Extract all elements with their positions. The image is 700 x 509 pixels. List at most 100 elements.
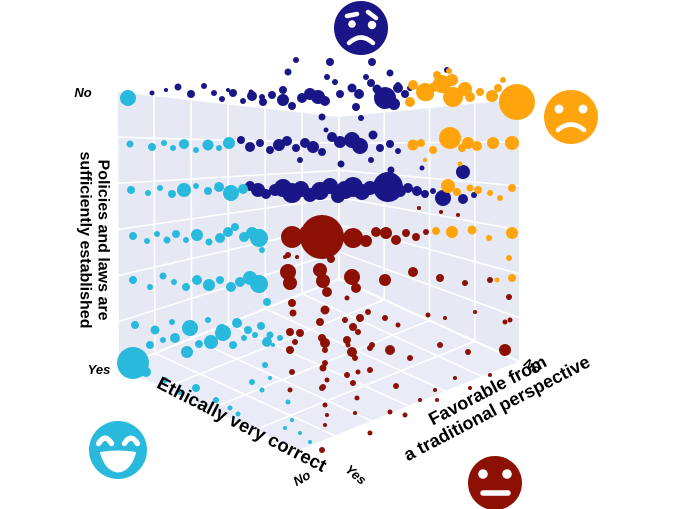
bubble-navy <box>318 113 326 121</box>
bubble-cyan <box>216 145 222 151</box>
bubble-navy <box>282 136 292 146</box>
bubble-cyan <box>170 145 176 151</box>
bubble-red <box>344 269 360 285</box>
bubble-cyan <box>170 333 180 343</box>
bubble-navy <box>240 98 246 104</box>
bubble-orange <box>497 195 503 201</box>
bubble-orange <box>486 235 492 241</box>
bubble-navy <box>211 90 217 96</box>
bubble-cyan <box>204 187 212 195</box>
bubble-cyan <box>145 190 151 196</box>
worried-face-icon <box>334 1 388 55</box>
bubble-red <box>342 317 348 323</box>
bubble-cyan <box>257 322 265 330</box>
bubble-orange <box>457 161 463 167</box>
bubble-cyan <box>191 229 203 241</box>
bubble-navy <box>324 74 330 80</box>
bubble-red <box>393 383 399 389</box>
bubble-red <box>322 360 328 366</box>
bubble-cyan <box>204 335 218 349</box>
bubble-red <box>319 385 325 391</box>
bubble-cyan <box>159 272 167 280</box>
tick-x-no: No <box>290 467 313 489</box>
bubble-cyan <box>227 405 233 411</box>
bubble-red <box>402 229 410 237</box>
bubble-cyan <box>146 341 154 349</box>
bubble-orange <box>405 97 415 107</box>
bubble-orange <box>466 184 474 192</box>
bubble-navy <box>279 86 287 94</box>
z-axis-label: Policies and laws aresufficiently establ… <box>76 152 111 329</box>
bubble-navy <box>320 96 330 106</box>
bubble-cyan <box>241 335 247 341</box>
bubble-orange <box>429 146 437 154</box>
bubble-red <box>356 314 364 322</box>
bubble-cyan <box>172 230 180 238</box>
bubble-cyan <box>141 367 151 377</box>
bubble-red <box>354 395 360 401</box>
bubble-navy <box>368 58 376 66</box>
tick-y-yes: Yes <box>342 462 369 488</box>
floor-gridline-v <box>253 340 476 431</box>
bubble-navy <box>237 136 245 144</box>
bubble-orange <box>423 158 427 162</box>
bubble-orange <box>458 82 472 96</box>
left-wall-gridline-h <box>117 196 340 231</box>
bubble-red <box>295 255 299 259</box>
bubble-navy <box>219 96 225 102</box>
bubble-red <box>453 376 457 380</box>
bubble-red <box>382 315 388 321</box>
bubble-cyan <box>195 340 203 348</box>
bubble-navy <box>288 102 296 110</box>
bubble-navy <box>293 57 299 63</box>
bubble-navy <box>367 79 375 87</box>
bubble-red <box>320 338 330 348</box>
right-wall-gridline-h <box>338 251 521 319</box>
bubble-cyan <box>193 183 199 189</box>
right-wall-gridline-h <box>338 196 521 231</box>
bubble-navy <box>419 165 425 171</box>
bubble-navy <box>326 58 334 66</box>
bubble-red <box>289 309 297 317</box>
bubble-navy <box>337 160 345 168</box>
bubble-red <box>395 322 401 328</box>
bubble-navy <box>297 157 303 163</box>
bubble-red <box>322 287 332 297</box>
bubble-cyan <box>213 397 219 403</box>
bubble-navy <box>435 190 451 206</box>
bubble-cyan <box>203 279 215 291</box>
bubble-cyan <box>263 298 271 306</box>
bubble-cyan <box>308 440 312 444</box>
bubble-navy <box>458 194 468 204</box>
bubble-orange <box>499 84 535 120</box>
sad-face-icon <box>544 90 598 144</box>
bubble-navy <box>247 91 257 101</box>
bubble-cyan <box>277 335 283 341</box>
bubble-navy <box>368 130 378 140</box>
bubble-red <box>286 328 294 336</box>
bubble-cyan <box>177 183 191 197</box>
floor-gridline-v <box>208 319 430 411</box>
bubble-red <box>322 402 328 408</box>
bubble-orange <box>508 184 516 192</box>
bubble-red <box>327 255 335 263</box>
bubble-orange <box>446 226 458 238</box>
bubble-cyan <box>131 321 139 329</box>
bubble-orange <box>441 179 455 193</box>
bubble-navy <box>412 186 422 196</box>
bubble-red <box>289 369 295 375</box>
bubble-red <box>412 233 420 241</box>
bubble-cyan <box>268 376 272 380</box>
bubble-orange <box>494 277 500 283</box>
bubble-orange <box>487 190 493 196</box>
bubble-cyan <box>117 347 149 379</box>
bubble-red <box>323 423 327 427</box>
bubble-cyan <box>226 282 236 292</box>
bubble-cyan <box>182 320 198 336</box>
bubble-cyan <box>229 341 237 349</box>
bubble-navy <box>358 115 364 121</box>
neutral-face-icon <box>468 456 522 509</box>
bubble-red <box>436 274 444 282</box>
bubble-cyan <box>168 190 176 198</box>
